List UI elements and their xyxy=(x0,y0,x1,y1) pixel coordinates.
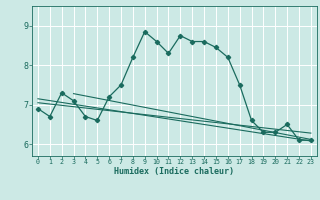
X-axis label: Humidex (Indice chaleur): Humidex (Indice chaleur) xyxy=(115,167,234,176)
